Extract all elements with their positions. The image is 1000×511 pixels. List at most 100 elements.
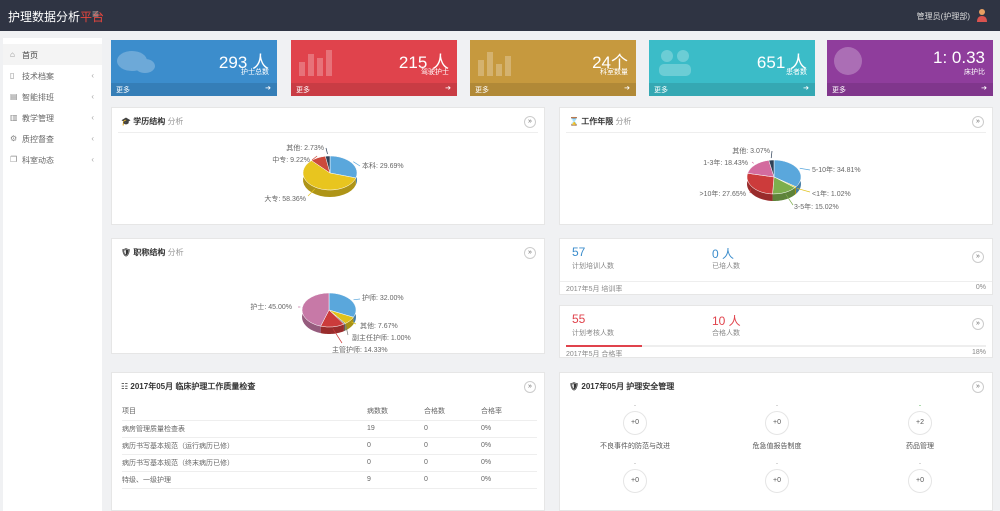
table-cell: 9 — [367, 471, 424, 489]
pie-slice[interactable] — [746, 173, 775, 195]
table-cell: 病房管理质量检查表 — [122, 420, 367, 438]
status-dot: - — [634, 403, 636, 409]
pie-label-leader — [307, 188, 315, 197]
pie-slice[interactable] — [302, 160, 357, 191]
stat-card-nurses: 293 人 护士总数 更多 ➔ — [111, 40, 277, 96]
top-bar: 护理数据分析平台 ≡ 管理员(护理部) — [0, 0, 1000, 31]
panel-expand-button[interactable]: » — [524, 381, 536, 393]
stat-card-bed-ratio: 1: 0.33 床护比 更多 ➔ — [827, 40, 993, 96]
status-dot: - — [634, 461, 636, 467]
bar-chart-icon — [478, 52, 511, 76]
panel-expand-button[interactable]: » — [524, 116, 536, 128]
table-row[interactable]: 病房管理质量检查表 19 0 0% — [122, 420, 537, 438]
user-name[interactable]: 管理员(护理部) — [916, 12, 970, 21]
panel-expand-button[interactable]: » — [972, 318, 984, 330]
stat-footer[interactable]: 更多 ➔ — [111, 83, 277, 96]
pie-slice[interactable] — [301, 292, 330, 327]
stat-value: 1: 0.33 — [933, 48, 985, 67]
sidebar-item-schedule[interactable]: ▤ 智能排班 ‹ — [3, 86, 102, 107]
copy-icon: ❐ — [10, 155, 18, 164]
panel-title: 🎓 学历结构 分析 — [121, 117, 184, 126]
pie-slice-side — [320, 324, 344, 334]
education-panel: 🎓 学历结构 分析 » 本科: 29.69% 大专: 58.36% 中专: 9.22… — [111, 107, 545, 225]
safety-item[interactable]: - +0 — [865, 461, 975, 493]
planned-training-count: 57 — [572, 245, 586, 259]
title-structure-pie-chart: 护师: 32.00% 其他: 7.67% 副主任护师: 1.00% 主管护师: 14.… — [250, 292, 411, 353]
hamburger-icon[interactable]: ≡ — [92, 7, 100, 21]
table-cell: 0 — [424, 454, 481, 472]
status-dot: - — [776, 403, 778, 409]
stat-label: 患者数 — [786, 69, 807, 76]
safety-item[interactable]: - +0 危急值报告制度 — [722, 403, 832, 451]
table-cell: 0% — [481, 420, 537, 438]
panel-title: 🛡 2017年05月 护理安全管理 — [569, 382, 675, 391]
pie-slice[interactable] — [328, 292, 357, 318]
pie-label: 大专: 58.36% — [264, 194, 306, 203]
quality-check-panel: ☷ 2017年05月 临床护理工作质量检查 » 项目 病数数 合格数 合格率 病… — [111, 372, 545, 511]
home-icon: ⌂ — [10, 50, 15, 59]
more-link[interactable]: 更多 — [116, 87, 130, 94]
stat-footer[interactable]: 更多 ➔ — [649, 83, 815, 96]
arrow-circle-icon: ➔ — [445, 85, 451, 92]
user-icon[interactable] — [976, 8, 988, 22]
pie-label: 中专: 9.22% — [272, 155, 310, 164]
sidebar-item-home[interactable]: ⌂ 首页 — [3, 44, 102, 65]
sidebar-item-label: 智能排班 — [22, 93, 54, 102]
table-row[interactable]: 病历书写基本规范（运行病历已修） 0 0 0% — [122, 437, 537, 455]
shield-icon: 🛡 — [121, 248, 132, 257]
safety-item[interactable]: - +0 — [722, 461, 832, 493]
table-cell: 0% — [481, 454, 537, 472]
stat-footer[interactable]: 更多 ➔ — [827, 83, 993, 96]
app-title: 护理数据分析平台 — [8, 10, 105, 24]
safety-value: +0 — [908, 469, 932, 493]
pie-label: 护士: 45.00% — [250, 302, 292, 311]
more-link[interactable]: 更多 — [296, 87, 310, 94]
trained-label: 已培人数 — [712, 263, 740, 270]
safety-item[interactable]: - +2 药品管理 — [865, 403, 975, 451]
stat-footer[interactable]: 更多 ➔ — [291, 83, 457, 96]
sidebar-item-label: 教学管理 — [22, 114, 54, 123]
arrow-circle-icon: ➔ — [624, 85, 630, 92]
table-row[interactable]: 病历书写基本规范（终末病历已修） 0 0 0% — [122, 454, 537, 472]
work-years-panel: ⌛ 工作年限 分析 » 5-10年: 34.81% <1年: 1.02% 3-5年:… — [559, 107, 993, 225]
column-header: 病数数 — [367, 403, 424, 421]
sidebar-item-archive[interactable]: ▯ 技术档案 ‹ — [3, 65, 102, 86]
pie-slice[interactable] — [768, 159, 775, 178]
pie-slice[interactable] — [773, 159, 802, 188]
table-cell: 0 — [367, 454, 424, 472]
sidebar-item-label: 技术档案 — [22, 72, 54, 81]
pie-slice[interactable] — [325, 155, 331, 174]
safety-item[interactable]: - +0 — [580, 461, 690, 493]
table-row[interactable]: 特级、一级护理 9 0 0% — [122, 471, 537, 489]
panel-expand-button[interactable]: » — [972, 116, 984, 128]
exam-rate-footer: 2017年5月 合格率 18% — [560, 347, 992, 359]
sidebar-item-quality[interactable]: ⚙ 质控督查 ‹ — [3, 128, 102, 149]
pie-label: 3-5年: 15.02% — [794, 202, 839, 211]
pie-label-leader — [799, 167, 811, 171]
panel-expand-button[interactable]: » — [972, 381, 984, 393]
more-link[interactable]: 更多 — [832, 87, 846, 94]
chat-icon — [117, 51, 155, 73]
sidebar-item-teaching[interactable]: ▥ 教学管理 ‹ — [3, 107, 102, 128]
exam-rate-label: 2017年5月 合格率 — [566, 351, 623, 358]
panel-expand-button[interactable]: » — [524, 247, 536, 259]
safety-item[interactable]: - +0 不良事件的防范与改进 — [580, 403, 690, 451]
exam-panel: 55 计划考核人数 10 人 合格人数 » 2017年5月 合格率 18% — [559, 305, 993, 358]
arrow-circle-icon: ➔ — [803, 85, 809, 92]
table-cell: 病历书写基本规范（终末病历已修） — [122, 454, 367, 472]
pie-label-leader — [351, 321, 357, 325]
sidebar-item-news[interactable]: ❐ 科室动态 ‹ — [3, 149, 102, 170]
panel-title: 🛡 职称结构 分析 — [121, 248, 184, 257]
planned-training-label: 计划培训人数 — [572, 263, 614, 270]
stat-value: 651 人 — [756, 53, 807, 72]
stat-footer[interactable]: 更多 ➔ — [470, 83, 636, 96]
gear-icon: ⚙ — [10, 134, 18, 143]
pie-slice-side — [343, 323, 346, 332]
stat-value: 293 人 — [218, 53, 269, 72]
pie-slice[interactable] — [329, 155, 358, 179]
pie-label-leader — [797, 188, 811, 193]
more-link[interactable]: 更多 — [654, 87, 668, 94]
more-link[interactable]: 更多 — [475, 87, 489, 94]
panel-expand-button[interactable]: » — [972, 251, 984, 263]
pie-label-leader — [353, 298, 361, 301]
